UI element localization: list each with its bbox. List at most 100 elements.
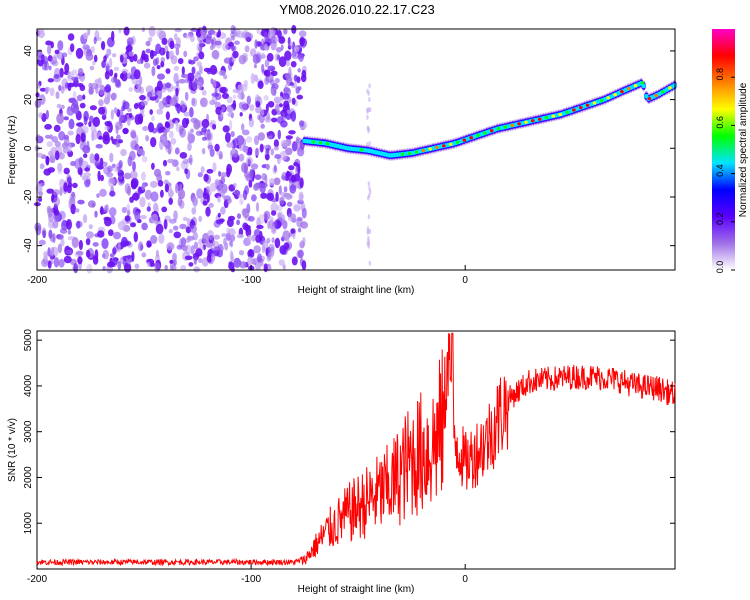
noise-blob xyxy=(39,87,47,92)
noise-blob xyxy=(278,103,283,108)
noise-blob xyxy=(200,29,204,35)
noise-blob xyxy=(256,224,264,230)
noise-blob xyxy=(98,99,104,107)
noise-blob xyxy=(206,194,210,203)
noise-blob xyxy=(165,82,172,89)
noise-blob xyxy=(205,131,213,142)
snr-series-line xyxy=(36,332,676,567)
noise-blob xyxy=(227,228,236,236)
noise-blob xyxy=(65,249,73,255)
trace-core-dot xyxy=(565,110,569,114)
noise-blob xyxy=(274,154,282,159)
noise-blob xyxy=(194,72,202,82)
noise-blob xyxy=(276,211,284,219)
noise-blob xyxy=(237,193,244,199)
noise-blob xyxy=(41,60,48,71)
noise-blob xyxy=(212,79,217,89)
noise-blob xyxy=(47,207,53,218)
noise-blob xyxy=(158,233,165,244)
noise-blob xyxy=(263,69,271,77)
noise-blob xyxy=(82,94,86,100)
noise-blob xyxy=(168,229,173,234)
trace-core-dot xyxy=(579,106,583,110)
noise-blob xyxy=(255,105,262,114)
noise-blob xyxy=(283,242,290,250)
noise-blob xyxy=(213,234,221,240)
y-tick-label: -20 xyxy=(23,189,34,204)
noise-blob xyxy=(181,102,187,109)
noise-blob xyxy=(222,105,226,111)
noise-blob xyxy=(37,49,43,59)
snr-xlabel: Height of straight line (km) xyxy=(298,584,415,595)
noise-blob xyxy=(248,215,255,222)
noise-blob xyxy=(160,189,164,198)
noise-blob xyxy=(264,153,270,161)
noise-blob xyxy=(98,89,105,98)
noise-blob xyxy=(296,141,305,152)
noise-blob xyxy=(251,194,257,202)
trace-core-dot xyxy=(627,87,631,91)
noise-blob xyxy=(253,135,260,146)
noise-blob xyxy=(103,86,112,93)
noise-blob xyxy=(229,119,233,131)
noise-blob xyxy=(242,189,248,201)
noise-blob xyxy=(112,53,117,58)
noise-blob xyxy=(56,113,64,125)
noise-blob xyxy=(41,227,47,238)
noise-blob xyxy=(301,207,307,219)
noise-blob xyxy=(299,120,305,127)
noise-blob xyxy=(288,165,295,171)
trace-core-dot xyxy=(448,142,453,146)
noise-blob xyxy=(248,117,255,128)
colorbar-tick-label: 0.0 xyxy=(715,261,725,274)
noise-blob xyxy=(156,90,161,96)
noise-blob xyxy=(162,97,168,106)
trace-core-dot xyxy=(633,84,638,88)
noise-blob xyxy=(87,28,91,36)
spectrogram-frame xyxy=(36,28,676,271)
noise-blob xyxy=(94,79,101,83)
noise-blob xyxy=(249,169,254,179)
trace-core-dot xyxy=(366,149,371,153)
noise-blob xyxy=(181,117,189,129)
noise-blob xyxy=(236,219,241,226)
noise-blob xyxy=(263,210,271,220)
noise-blob xyxy=(132,192,140,201)
noise-blob xyxy=(259,183,266,194)
noise-blob xyxy=(234,190,241,196)
noise-blob xyxy=(263,31,268,41)
noise-blob xyxy=(155,43,162,55)
noise-blob xyxy=(201,89,207,96)
noise-blob xyxy=(201,118,210,129)
noise-blob xyxy=(289,41,293,48)
noise-blob xyxy=(278,36,286,44)
noise-blob xyxy=(44,123,52,130)
noise-blob xyxy=(268,243,275,252)
noise-blob xyxy=(89,105,97,111)
noise-blob xyxy=(257,114,261,121)
noise-blob xyxy=(207,35,211,45)
noise-blob xyxy=(45,40,53,46)
trace-core-dot xyxy=(510,123,515,127)
noise-blob xyxy=(149,109,153,115)
noise-blob xyxy=(196,70,203,75)
trace-core-dot xyxy=(551,114,556,118)
noise-blob xyxy=(127,186,131,196)
noise-blob xyxy=(120,236,128,248)
noise-blob xyxy=(59,228,68,234)
noise-blob xyxy=(54,140,61,148)
noise-blob xyxy=(148,36,153,43)
noise-blob xyxy=(300,74,307,83)
noise-blob xyxy=(254,174,262,181)
noise-blob xyxy=(297,227,302,233)
noise-blob xyxy=(141,171,146,181)
noise-blob xyxy=(128,87,133,92)
noise-blob xyxy=(95,144,103,149)
noise-blob xyxy=(193,119,201,130)
noise-blob xyxy=(73,263,79,274)
noise-blob xyxy=(108,229,114,237)
noise-blob xyxy=(261,63,265,73)
noise-blob xyxy=(290,174,296,183)
noise-blob xyxy=(71,191,76,198)
noise-blob xyxy=(149,96,157,101)
